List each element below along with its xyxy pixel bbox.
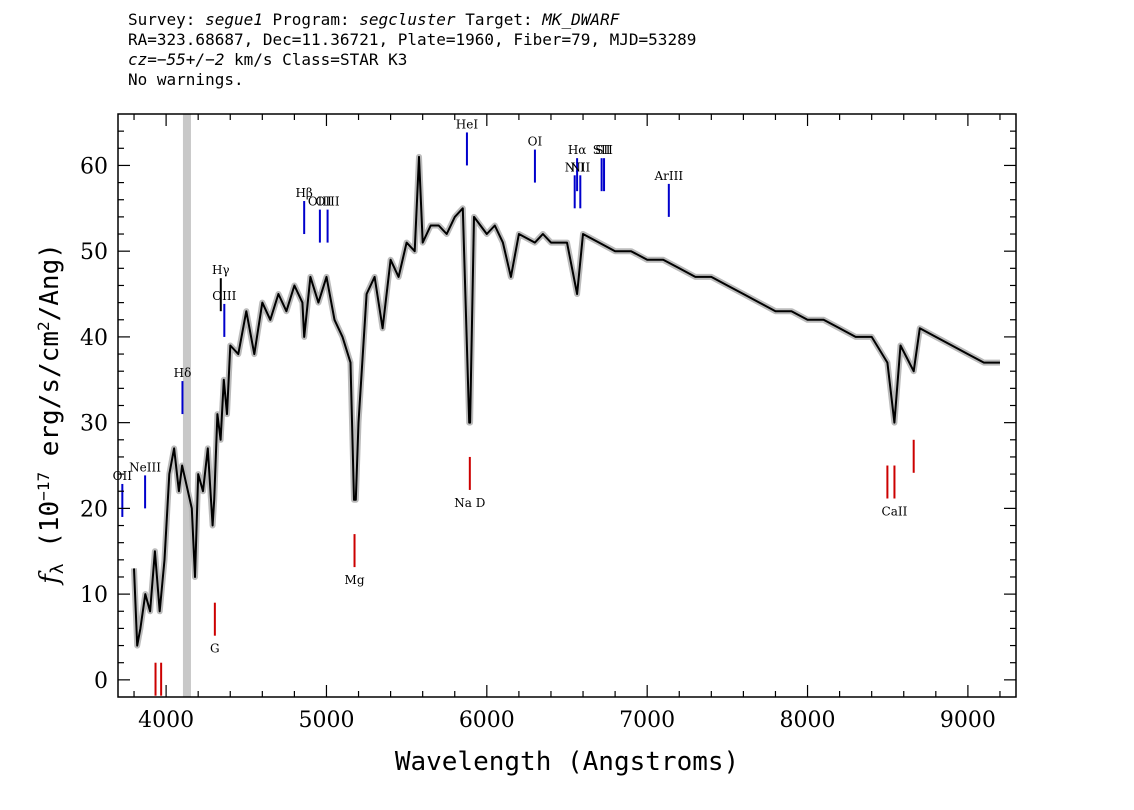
emission-line-label: NeIII [129,460,161,474]
emission-line-label: OI [528,135,543,149]
header-line-warnings: No warnings. [128,70,244,89]
target-value: MK_DWARF [542,10,620,29]
plot-frame [117,113,1017,698]
header-line-coords: RA=323.68687, Dec=11.36721, Plate=1960, … [128,30,697,49]
class-text: km/s Class=STAR K3 [224,50,408,69]
emission-line-label: NII [565,160,585,174]
target-label: Target: [465,10,533,29]
emission-line-label: Hβ [295,186,312,200]
x-tick-label: 6000 [459,708,515,733]
y-tick-label: 40 [80,326,108,351]
emission-line-label: Hγ [212,263,230,277]
axis-ticks: 4000 5000 6000 7000 8000 9000 0 10 20 30 40 50 60 [80,114,1016,733]
x-tick-label: 9000 [940,708,996,733]
program-label: Program: [272,10,350,29]
absorption-line-label: Mg [345,573,365,587]
survey-label: Survey: [128,10,196,29]
y-tick-label: 20 [80,497,108,522]
header-line-redshift: cz=−55+/−2 km/s Class=STAR K3 [128,50,696,70]
y-tick-label: 60 [80,154,108,179]
header-line-survey: Survey: segue1 Program: segcluster Targe… [128,10,696,30]
cz-label: cz= [128,50,157,69]
y-tick-label: 0 [94,669,108,694]
spectrum-header: Survey: segue1 Program: segcluster Targe… [128,10,696,90]
y-tick-label: 30 [80,412,108,437]
survey-value: segue1 [205,10,263,29]
emission-line-label: Hα [568,143,587,157]
cz-value: −55+/−2 [156,50,225,69]
y-tick-label: 50 [80,240,108,265]
emission-line-label: OIII [212,289,236,303]
x-tick-label: 7000 [619,708,675,733]
y-tick-label: 10 [80,583,108,608]
flux-error-envelope [131,153,1000,649]
absorption-line-label: G [210,642,220,656]
x-tick-label: 8000 [780,708,836,733]
masked-band [182,114,191,697]
x-axis-label: Wavelength (Angstroms) [395,747,739,777]
emission-line-label: Hδ [174,366,192,380]
emission-line-label: NII [570,160,590,174]
x-tick-label: 4000 [138,708,194,733]
absorption-line-label: Na D [454,496,485,510]
emission-line-label: SII [595,143,613,157]
emission-line-label: ArIII [654,169,684,183]
spectral-line-markers: OIINeIIIHδHγOIIIHβOIIIOIIIHeIOINIIHαNIIS… [113,117,915,696]
flux-series-line [133,155,1000,647]
program-value: segcluster [359,10,456,29]
absorption-line-label: CaII [882,505,908,519]
emission-line-label: OIII [316,195,340,209]
x-tick-label: 5000 [298,708,354,733]
y-axis-label: fλ (10−17 erg/s/cm2/Ang) [34,243,69,586]
emission-line-label: HeI [456,117,479,131]
emission-line-label: OIII [308,195,332,209]
emission-line-label: SII [593,143,611,157]
